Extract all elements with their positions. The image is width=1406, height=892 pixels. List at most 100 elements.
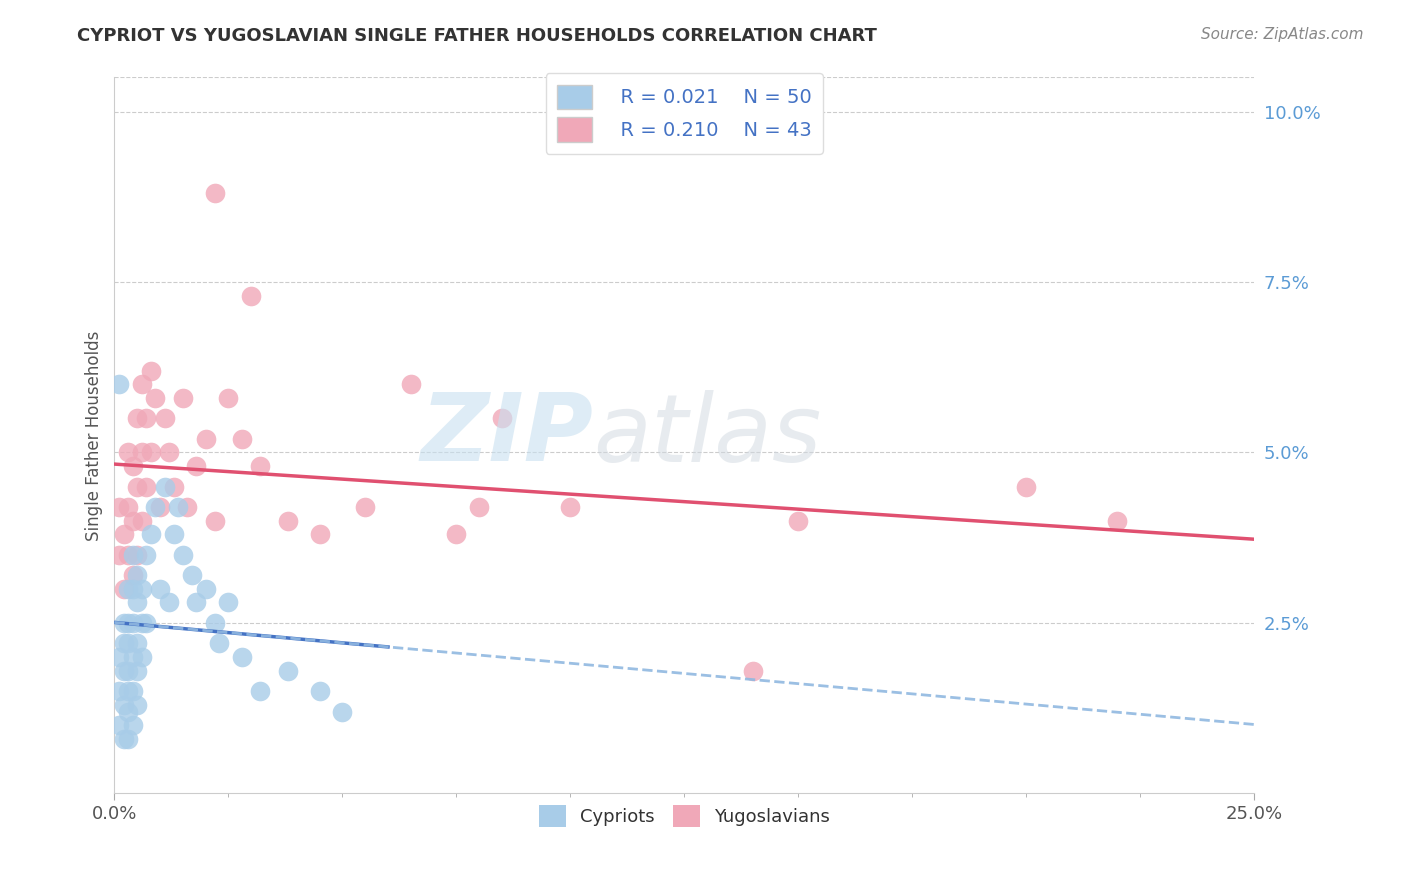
Point	[108, 548, 131, 562]
Legend: Cypriots, Yugoslavians: Cypriots, Yugoslavians	[531, 798, 838, 834]
Point	[491, 411, 513, 425]
Point	[131, 445, 153, 459]
Text: ZIP: ZIP	[420, 390, 593, 482]
Point	[121, 684, 143, 698]
Point	[131, 650, 153, 665]
Point	[121, 650, 143, 665]
Point	[117, 615, 139, 630]
Point	[277, 514, 299, 528]
Point	[127, 568, 149, 582]
Point	[172, 391, 194, 405]
Point	[194, 432, 217, 446]
Point	[127, 664, 149, 678]
Point	[217, 595, 239, 609]
Point	[145, 500, 167, 514]
Text: atlas: atlas	[593, 390, 821, 481]
Point	[1107, 514, 1129, 528]
Point	[186, 459, 208, 474]
Point	[127, 636, 149, 650]
Point	[117, 548, 139, 562]
Point	[240, 288, 263, 302]
Point	[204, 615, 226, 630]
Point	[108, 718, 131, 732]
Point	[172, 548, 194, 562]
Point	[127, 479, 149, 493]
Point	[135, 479, 157, 493]
Point	[332, 705, 354, 719]
Point	[149, 500, 172, 514]
Text: CYPRIOT VS YUGOSLAVIAN SINGLE FATHER HOUSEHOLDS CORRELATION CHART: CYPRIOT VS YUGOSLAVIAN SINGLE FATHER HOU…	[77, 27, 877, 45]
Point	[163, 527, 186, 541]
Point	[208, 636, 231, 650]
Point	[204, 186, 226, 201]
Point	[121, 615, 143, 630]
Point	[231, 650, 253, 665]
Point	[560, 500, 582, 514]
Point	[231, 432, 253, 446]
Point	[135, 548, 157, 562]
Point	[121, 514, 143, 528]
Point	[121, 718, 143, 732]
Point	[787, 514, 810, 528]
Point	[117, 664, 139, 678]
Point	[249, 459, 271, 474]
Point	[468, 500, 491, 514]
Point	[217, 391, 239, 405]
Point	[186, 595, 208, 609]
Point	[112, 615, 135, 630]
Point	[131, 582, 153, 596]
Point	[112, 664, 135, 678]
Point	[117, 636, 139, 650]
Point	[153, 411, 176, 425]
Point	[145, 391, 167, 405]
Point	[121, 459, 143, 474]
Point	[308, 684, 330, 698]
Point	[108, 500, 131, 514]
Point	[117, 705, 139, 719]
Point	[157, 445, 180, 459]
Point	[112, 731, 135, 746]
Point	[153, 479, 176, 493]
Point	[139, 363, 162, 377]
Point	[157, 595, 180, 609]
Point	[112, 698, 135, 712]
Point	[180, 568, 202, 582]
Point	[121, 548, 143, 562]
Point	[131, 615, 153, 630]
Point	[117, 731, 139, 746]
Point	[108, 377, 131, 392]
Point	[399, 377, 422, 392]
Point	[121, 568, 143, 582]
Point	[112, 527, 135, 541]
Point	[127, 548, 149, 562]
Point	[308, 527, 330, 541]
Point	[135, 411, 157, 425]
Point	[139, 527, 162, 541]
Point	[163, 479, 186, 493]
Point	[108, 684, 131, 698]
Text: Source: ZipAtlas.com: Source: ZipAtlas.com	[1201, 27, 1364, 42]
Point	[117, 684, 139, 698]
Point	[121, 582, 143, 596]
Point	[1015, 479, 1038, 493]
Point	[249, 684, 271, 698]
Point	[446, 527, 468, 541]
Point	[117, 500, 139, 514]
Point	[194, 582, 217, 596]
Point	[354, 500, 377, 514]
Point	[149, 582, 172, 596]
Point	[176, 500, 198, 514]
Y-axis label: Single Father Households: Single Father Households	[86, 330, 103, 541]
Point	[139, 445, 162, 459]
Point	[108, 650, 131, 665]
Point	[117, 445, 139, 459]
Point	[127, 698, 149, 712]
Point	[167, 500, 190, 514]
Point	[135, 615, 157, 630]
Point	[131, 514, 153, 528]
Point	[741, 664, 763, 678]
Point	[112, 636, 135, 650]
Point	[127, 595, 149, 609]
Point	[204, 514, 226, 528]
Point	[131, 377, 153, 392]
